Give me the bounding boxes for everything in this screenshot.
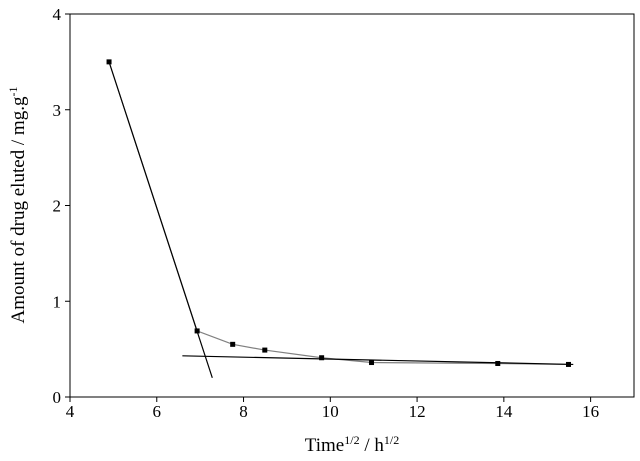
y-tick-label: 0 [53,388,62,407]
label-part: / h [360,435,385,456]
y-tick-label: 4 [53,5,62,24]
data-point [369,360,375,366]
label-part: Time [305,435,344,456]
series-line [182,355,574,366]
x-tick-label: 16 [582,402,599,421]
superscript: 1/2 [344,433,359,447]
y-tick-label: 3 [53,101,62,120]
x-axis-label: Time1/2 / h1/2 [305,433,399,456]
x-tick-label: 10 [322,402,339,421]
x-tick-label: 4 [66,402,75,421]
superscript: -1 [6,87,20,97]
series-line [108,61,213,379]
x-tick-label: 14 [495,402,513,421]
data-point [319,355,325,361]
data-point [495,360,501,366]
superscript: 1/2 [384,433,399,447]
data-point [262,347,268,353]
plot-frame [69,13,635,398]
x-tick-label: 12 [409,402,426,421]
x-tick-label: 8 [239,402,248,421]
y-axis-label: Amount of drug eluted / mg.g-1 [6,87,29,324]
x-tick-label: 6 [153,402,162,421]
y-tick-label: 1 [53,292,62,311]
label-part: Amount of drug eluted / mg.g [8,96,29,323]
series-line [108,61,569,366]
y-tick-label: 2 [53,197,62,216]
data-point [230,341,236,347]
